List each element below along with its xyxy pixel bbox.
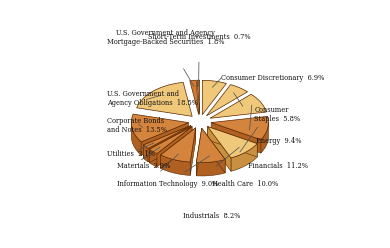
Polygon shape <box>157 126 192 167</box>
Text: Energy  9.4%: Energy 9.4% <box>256 136 302 145</box>
Polygon shape <box>161 155 190 175</box>
Polygon shape <box>144 126 191 158</box>
Text: U.S. Government and Agency
Mortgage-Backed Securities  1.8%: U.S. Government and Agency Mortgage-Back… <box>107 29 224 46</box>
Text: Financials  11.2%: Financials 11.2% <box>248 162 308 170</box>
Polygon shape <box>161 128 196 162</box>
Text: Materials  2.9%: Materials 2.9% <box>117 162 170 170</box>
Polygon shape <box>131 114 189 142</box>
Text: Industrials  8.2%: Industrials 8.2% <box>183 212 240 220</box>
Polygon shape <box>202 128 225 173</box>
Text: Consumer
Staples  5.8%: Consumer Staples 5.8% <box>254 106 300 123</box>
Polygon shape <box>197 80 200 115</box>
Polygon shape <box>149 126 192 154</box>
Text: U.S. Government and
Agency Obligations  18.5%: U.S. Government and Agency Obligations 1… <box>107 90 198 107</box>
Polygon shape <box>190 80 199 115</box>
Polygon shape <box>196 128 225 163</box>
Polygon shape <box>141 123 189 155</box>
Polygon shape <box>196 128 202 176</box>
Text: Utilities  2.1%: Utilities 2.1% <box>107 150 155 158</box>
Polygon shape <box>211 123 261 153</box>
Polygon shape <box>231 144 257 171</box>
Text: Short-Term Investments  0.7%: Short-Term Investments 0.7% <box>147 33 250 41</box>
Polygon shape <box>190 128 196 175</box>
Polygon shape <box>202 80 227 115</box>
Polygon shape <box>131 123 141 155</box>
Text: Health Care  10.0%: Health Care 10.0% <box>212 181 278 188</box>
Text: Information Technology  9.0%: Information Technology 9.0% <box>117 181 218 188</box>
Text: Corporate Bonds
and Notes  13.5%: Corporate Bonds and Notes 13.5% <box>107 117 167 134</box>
Polygon shape <box>149 149 157 167</box>
Polygon shape <box>148 126 191 162</box>
Polygon shape <box>161 128 196 168</box>
Polygon shape <box>211 116 268 140</box>
Polygon shape <box>136 82 192 116</box>
Polygon shape <box>144 126 191 149</box>
Polygon shape <box>207 126 231 171</box>
Polygon shape <box>149 126 192 163</box>
Polygon shape <box>210 94 266 118</box>
Polygon shape <box>196 159 225 176</box>
Polygon shape <box>207 126 257 158</box>
Polygon shape <box>144 145 148 162</box>
Polygon shape <box>206 85 248 116</box>
Text: Consumer Discretionary  6.9%: Consumer Discretionary 6.9% <box>221 74 324 82</box>
Polygon shape <box>207 126 257 157</box>
Polygon shape <box>261 123 268 153</box>
